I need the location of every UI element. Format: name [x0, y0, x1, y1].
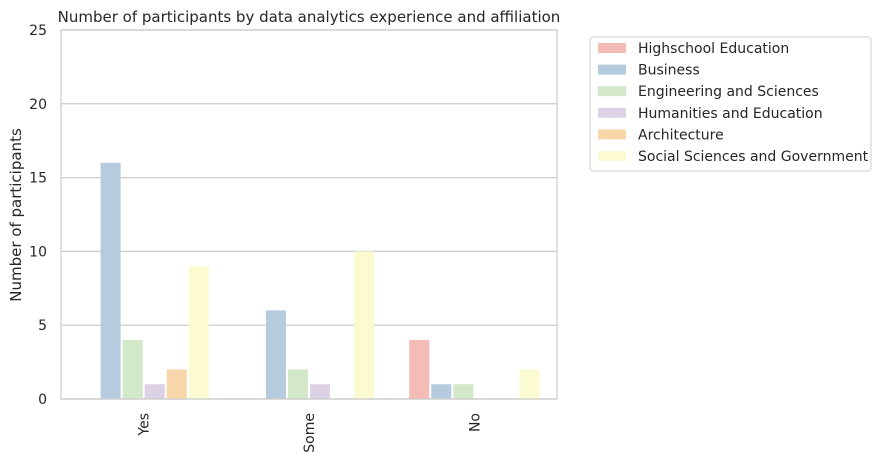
bar — [453, 384, 474, 399]
bar — [431, 384, 452, 399]
legend-swatch — [598, 107, 626, 118]
bar — [122, 339, 143, 399]
legend: Highschool Education Business Engineering … — [589, 36, 872, 172]
legend-label: Engineering and Sciences — [638, 84, 819, 100]
bar — [310, 384, 331, 399]
y-tick-label: 5 — [38, 318, 47, 334]
bar — [265, 310, 286, 399]
legend-swatch — [598, 86, 626, 97]
legend-swatch — [598, 151, 626, 161]
bar — [519, 369, 540, 399]
bar — [188, 266, 209, 399]
x-tick-label: No — [467, 413, 483, 432]
legend-swatch — [598, 64, 626, 75]
legend-label: Social Sciences and Government — [638, 149, 869, 165]
legend-swatch — [598, 129, 626, 140]
y-tick-label: 0 — [38, 392, 47, 408]
y-tick-label: 10 — [29, 244, 47, 260]
legend-label: Humanities and Education — [638, 106, 823, 122]
x-tick-label: Yes — [137, 413, 153, 437]
y-tick-labels: 0 5 10 15 20 25 — [29, 23, 47, 408]
chart-title: Number of participants by data analytics… — [58, 8, 561, 26]
x-tick-label: Some — [302, 413, 318, 453]
plot-frame — [60, 29, 558, 400]
x-tick-labels: Yes Some No — [137, 413, 484, 453]
legend-swatch — [598, 43, 626, 53]
legend-label: Highschool Education — [638, 41, 789, 57]
bar — [287, 369, 308, 399]
bars — [100, 162, 540, 399]
y-axis-label: Number of participants — [7, 128, 25, 302]
bar — [100, 162, 121, 399]
bar — [166, 369, 187, 399]
y-tick-label: 15 — [29, 171, 47, 187]
bar — [354, 251, 375, 399]
y-tick-label: 20 — [29, 97, 47, 113]
bar — [409, 339, 430, 399]
y-tick-label: 25 — [29, 23, 47, 39]
legend-frame — [589, 36, 872, 172]
legend-label: Business — [638, 63, 700, 79]
bar — [144, 384, 165, 399]
legend-label: Architecture — [638, 127, 724, 143]
